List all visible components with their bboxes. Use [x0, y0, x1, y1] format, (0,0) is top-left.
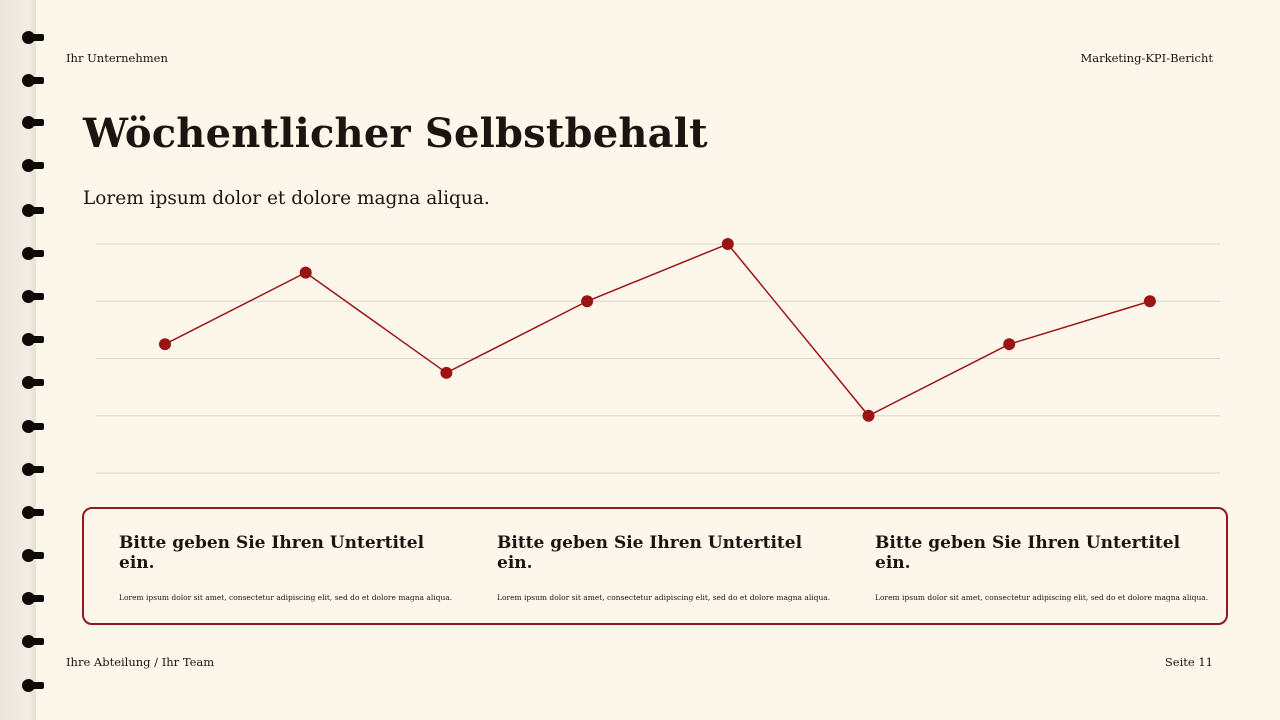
summary-card: Bitte geben Sie Ihren Untertitel ein. Lo… [119, 533, 459, 602]
page-title: Wöchentlicher Selbstbehalt [83, 110, 708, 157]
card-title: Bitte geben Sie Ihren Untertitel ein. [497, 533, 803, 573]
binding-ring-icon [22, 463, 44, 476]
company-name: Ihr Unternehmen [66, 51, 168, 65]
data-point [721, 238, 734, 250]
summary-card: Bitte geben Sie Ihren Untertitel ein. Lo… [497, 533, 837, 602]
binding-ring-icon [22, 635, 44, 648]
page-number: Seite 11 [1164, 655, 1213, 669]
summary-card: Bitte geben Sie Ihren Untertitel ein. Lo… [875, 533, 1215, 602]
data-point [299, 266, 312, 279]
binding-ring-icon [22, 290, 44, 303]
data-point [1143, 295, 1156, 308]
card-text: Lorem ipsum dolor sit amet, consectetur … [497, 593, 831, 602]
binding-ring-icon [22, 247, 44, 260]
binding-ring-icon [22, 420, 44, 433]
card-text: Lorem ipsum dolor sit amet, consectetur … [875, 593, 1209, 602]
binding-ring-icon [22, 31, 44, 44]
line-chart [96, 238, 1220, 474]
page-subtitle: Lorem ipsum dolor et dolore magna aliqua… [83, 188, 490, 209]
binding-ring-icon [22, 116, 44, 129]
binding-ring-icon [22, 74, 44, 87]
binding-ring-icon [22, 549, 44, 562]
binding-ring-icon [22, 506, 44, 519]
summary-panel: Bitte geben Sie Ihren Untertitel ein. Lo… [82, 507, 1228, 625]
binding-ring-icon [22, 159, 44, 172]
binding-ring-icon [22, 376, 44, 389]
card-title: Bitte geben Sie Ihren Untertitel ein. [875, 533, 1181, 573]
binding-ring-icon [22, 679, 44, 692]
department-label: Ihre Abteilung / Ihr Team [66, 655, 215, 669]
data-point [159, 338, 171, 351]
series-line [164, 243, 1151, 417]
card-text: Lorem ipsum dolor sit amet, consectetur … [119, 593, 453, 602]
data-point [581, 295, 594, 308]
data-point [1003, 338, 1016, 351]
report-name: Marketing-KPI-Bericht [1080, 51, 1213, 65]
spiral-binding [0, 0, 44, 720]
data-point [440, 366, 453, 379]
data-point [862, 409, 875, 422]
card-title: Bitte geben Sie Ihren Untertitel ein. [119, 533, 425, 573]
binding-ring-icon [22, 333, 44, 346]
binding-ring-icon [22, 204, 44, 217]
binding-ring-icon [22, 592, 44, 605]
